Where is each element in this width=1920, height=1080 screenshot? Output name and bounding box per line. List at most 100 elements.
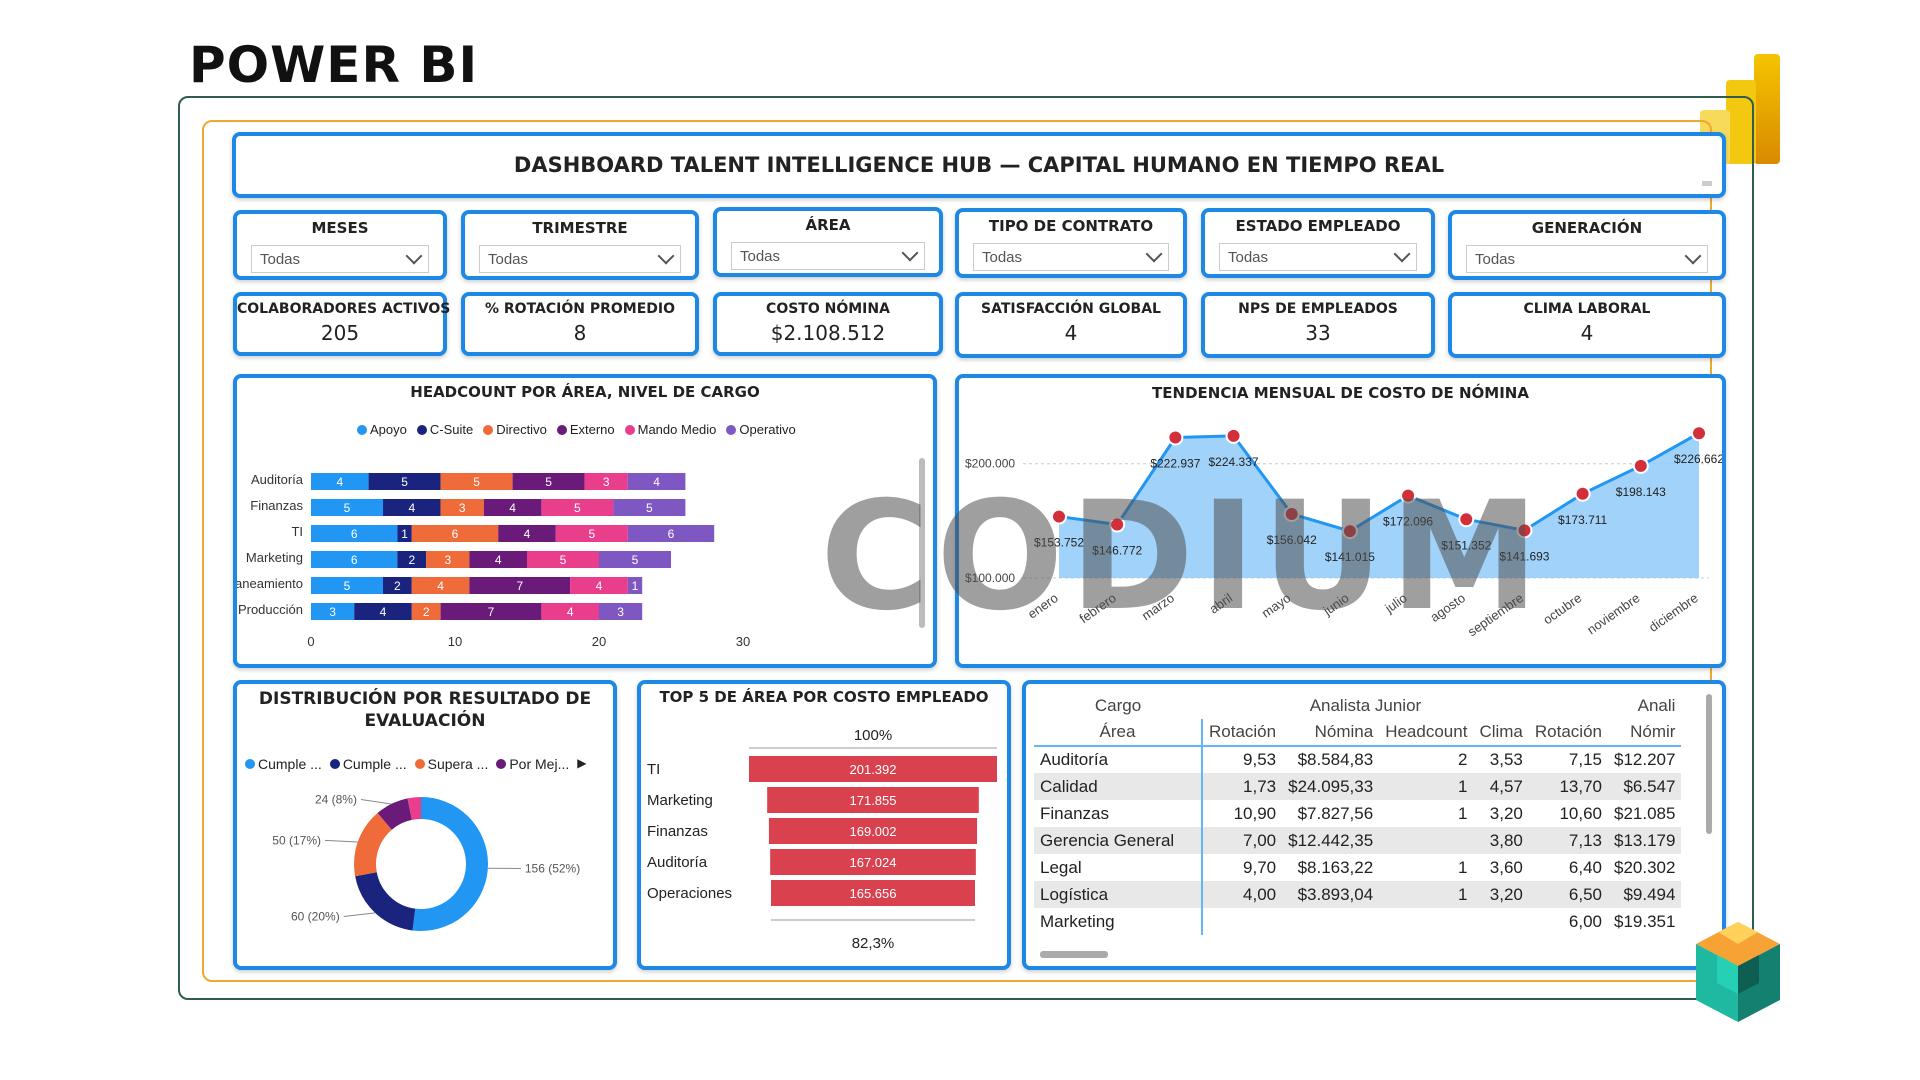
legend-item[interactable]: Externo — [556, 422, 615, 437]
table-cell — [1379, 908, 1473, 935]
slicer-tipo-contrato[interactable]: TIPO DE CONTRATO Todas — [955, 208, 1187, 278]
kpi-value: 8 — [573, 321, 587, 345]
category-label: Finanzas — [250, 498, 303, 513]
kpi-label: COLABORADORES ACTIVOS — [237, 301, 451, 317]
bar-segment — [311, 551, 398, 568]
matrix-column-header[interactable]: Rotación — [1209, 722, 1277, 741]
bar-data-label: 4 — [408, 501, 415, 515]
slicer-value: Todas — [1475, 250, 1516, 268]
slicer-dropdown[interactable]: Todas — [731, 242, 925, 270]
table-row[interactable]: Calidad 1,73 $24.095,33 1 4,57 13,70 $6.547 — [1034, 773, 1682, 800]
series-line — [1058, 431, 1700, 533]
legend-item[interactable]: Supera ... — [414, 756, 488, 772]
table-cell: 1 — [1457, 884, 1468, 904]
legend-next-arrow-icon[interactable]: ▶ — [577, 756, 587, 770]
area-cargo-matrix-card: Cargo Analista Junior Anali Área Rotació… — [1022, 680, 1726, 970]
data-label: $141.693 — [1499, 549, 1549, 563]
table-cell: $13.179 — [1614, 830, 1676, 850]
table-row[interactable]: Legal 9,70 $8.163,22 1 3,60 6,40 $20.302 — [1034, 854, 1681, 881]
matrix-column-header[interactable]: Nómir — [1630, 722, 1676, 741]
category-label: Auditoría — [251, 472, 304, 487]
slicer-meses[interactable]: MESES Todas — [233, 210, 447, 280]
legend-item[interactable]: C-Suite — [416, 422, 473, 437]
legend-dot-icon — [624, 424, 635, 435]
bar-data-label: 2 — [408, 553, 415, 567]
table-cell: $8.163,22 — [1297, 857, 1374, 877]
slicer-dropdown[interactable]: Todas — [973, 243, 1169, 271]
slicer-label: MESES — [311, 219, 369, 237]
matrix-header-row: Cargo Analista Junior Anali — [1034, 692, 1681, 719]
legend-item[interactable]: Cumple ... — [245, 756, 322, 772]
matrix-column-header[interactable]: Rotación — [1534, 722, 1602, 741]
table-row[interactable]: Marketing 6,00 $19.351 — [1034, 908, 1681, 935]
table-cell: 3,20 — [1489, 803, 1523, 823]
scrollbar[interactable] — [1040, 951, 1108, 958]
kpi-nps-empleados: NPS DE EMPLEADOS 33 — [1201, 292, 1435, 358]
table-cell: $12.207 — [1614, 750, 1676, 769]
slice-data-label: 156 (52%) — [525, 862, 580, 876]
data-point — [1574, 485, 1591, 502]
slicer-dropdown[interactable]: Todas — [1466, 245, 1708, 273]
kpi-clima-laboral: CLIMA LABORAL 4 — [1448, 292, 1726, 358]
data-label: $172.096 — [1383, 515, 1433, 529]
kpi-satisfaccion-global: SATISFACCIÓN GLOBAL 4 — [955, 292, 1187, 358]
slicer-dropdown[interactable]: Todas — [1219, 243, 1417, 271]
matrix-column-header[interactable]: Nómina — [1314, 722, 1374, 741]
slicer-value: Todas — [740, 247, 781, 265]
bar-data-label: 5 — [632, 553, 639, 567]
bar-segment — [354, 603, 412, 620]
table-cell: 2 — [1457, 750, 1468, 769]
scrollbar[interactable] — [1706, 694, 1712, 834]
table-row[interactable]: Auditoría 9,53 $8.584,83 2 3,53 7,15 $12.207 — [1034, 746, 1681, 773]
bar-data-label: 6 — [351, 553, 358, 567]
category-label: Finanzas — [647, 823, 708, 840]
slicer-area[interactable]: ÁREA Todas — [713, 207, 943, 277]
kpi-rotacion-promedio: % ROTACIÓN PROMEDIO 8 — [461, 292, 699, 356]
funnel-bar — [749, 756, 997, 782]
bar-segment — [613, 499, 686, 516]
legend-item[interactable]: Mando Medio — [624, 422, 716, 437]
table-cell: $20.302 — [1614, 857, 1676, 877]
table-cell: $19.351 — [1614, 911, 1676, 931]
legend-dot-icon — [245, 759, 255, 769]
outer-frame — [178, 96, 1754, 1000]
matrix-column-header[interactable]: Clima — [1479, 722, 1523, 741]
top5-area-funnel-card: TOP 5 DE ÁREA POR COSTO EMPLEADO 100% 201… — [637, 680, 1011, 970]
matrix-table: Cargo Analista Junior Anali Área Rotació… — [1034, 692, 1682, 935]
matrix-row-header[interactable]: Área — [1034, 719, 1203, 746]
legend-item[interactable]: Operativo — [726, 422, 796, 437]
matrix-column-header[interactable]: Headcount — [1385, 722, 1468, 741]
data-label: $224.337 — [1209, 455, 1259, 469]
scrollbar[interactable] — [919, 458, 925, 628]
slicer-label: ÁREA — [805, 216, 851, 234]
bar-segment — [584, 473, 628, 490]
row-header-cell: Legal — [1034, 854, 1203, 881]
bar-data-label: 4 — [653, 475, 660, 489]
table-row[interactable]: Gerencia General 7,00 $12.442,35 3,80 7,13 $1… — [1034, 827, 1682, 854]
legend-item[interactable]: Apoyo — [357, 422, 407, 437]
table-row[interactable]: Logística 4,00 $3.893,04 1 3,20 6,50 $9.494 — [1034, 881, 1682, 908]
slicer-estado-empleado[interactable]: ESTADO EMPLEADO Todas — [1201, 208, 1435, 278]
resize-handle-icon — [1702, 181, 1712, 186]
bar-segment — [599, 603, 643, 620]
table-cell: 7,00 — [1243, 830, 1277, 850]
legend-item[interactable]: Directivo — [483, 422, 547, 437]
page-heading: POWER BI — [189, 36, 479, 94]
legend-dot-icon — [556, 424, 567, 435]
legend-dot-icon — [329, 759, 340, 769]
bar-data-label: 7 — [488, 605, 495, 619]
matrix-group-header[interactable]: Analista Junior — [1309, 695, 1422, 715]
bar-data-label: 3 — [444, 553, 451, 567]
table-cell: $12.442,35 — [1288, 830, 1374, 850]
data-point — [1225, 427, 1242, 444]
matrix-group-header[interactable]: Anali — [1637, 695, 1676, 715]
slicer-dropdown[interactable]: Todas — [479, 245, 681, 273]
slicer-trimestre[interactable]: TRIMESTRE Todas — [461, 210, 699, 280]
legend-item[interactable]: Por Mej... — [496, 756, 569, 772]
legend-item[interactable]: Cumple ... — [329, 756, 407, 772]
table-row[interactable]: Finanzas 10,90 $7.827,56 1 3,20 10,60 $21.085 — [1034, 800, 1681, 827]
x-tick-label: 30 — [736, 634, 750, 649]
slicer-generacion[interactable]: GENERACIÓN Todas — [1448, 210, 1726, 280]
slicer-dropdown[interactable]: Todas — [251, 245, 429, 273]
chart-legend: Apoyo C-Suite Directivo Externo Mando Me… — [357, 422, 796, 437]
